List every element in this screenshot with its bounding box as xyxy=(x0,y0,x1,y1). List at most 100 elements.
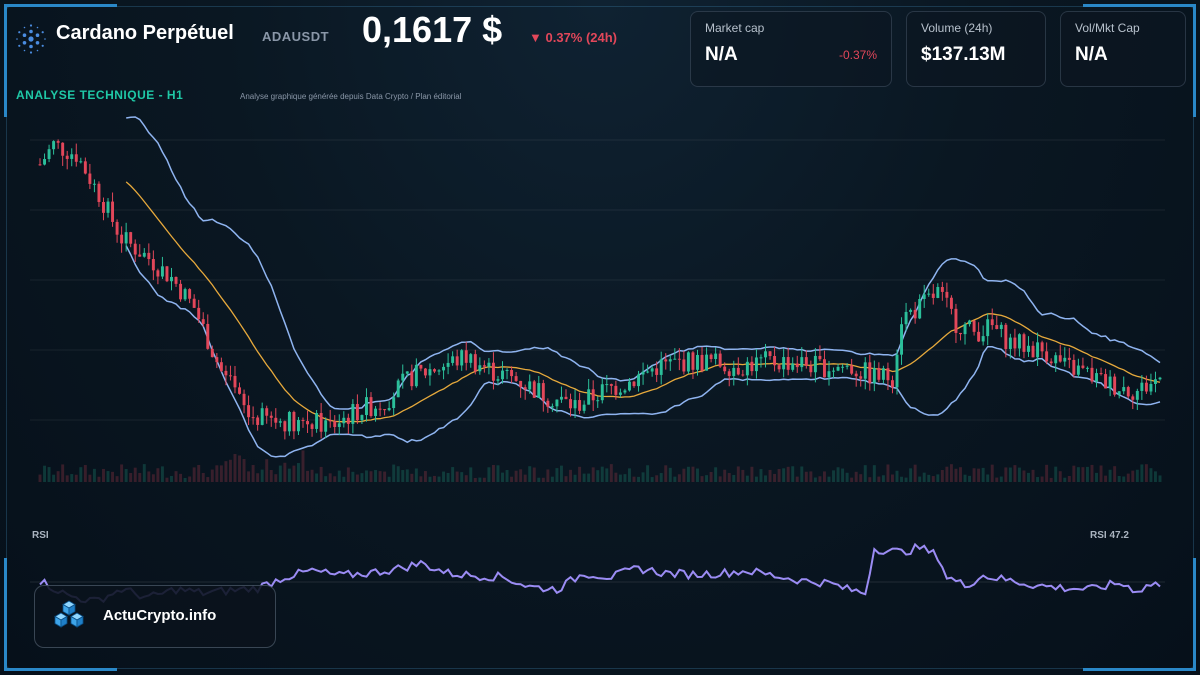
volume-bar xyxy=(47,467,51,482)
candle-body xyxy=(1081,365,1085,368)
candle-body xyxy=(115,221,119,235)
candle-body xyxy=(392,397,396,409)
candle-body xyxy=(138,254,142,257)
volume-bar xyxy=(138,472,142,482)
candle-body xyxy=(723,366,727,372)
volume-bar xyxy=(1149,468,1153,482)
candle-body xyxy=(410,371,414,387)
volume-bar xyxy=(478,477,482,482)
brand-badge[interactable]: ActuCrypto.info xyxy=(34,585,276,648)
volume-bar xyxy=(437,476,441,482)
volume-bar xyxy=(768,469,772,482)
volume-bar xyxy=(931,476,935,482)
candlesticks xyxy=(38,139,1162,440)
volume-bar xyxy=(741,469,745,482)
volume-bar xyxy=(355,474,359,482)
candle-body xyxy=(764,351,767,358)
volume-bar xyxy=(845,472,849,482)
volume-bar xyxy=(900,476,904,482)
stat-value: $137.13M xyxy=(921,44,1006,65)
candle-body xyxy=(963,324,967,335)
volume-bar xyxy=(1008,467,1012,482)
volume-bar xyxy=(233,453,237,482)
volume-bar xyxy=(88,474,92,482)
volume-bar xyxy=(365,470,368,482)
candle-body xyxy=(423,368,427,376)
candle-body xyxy=(129,232,133,244)
candle-body xyxy=(528,381,532,390)
stat-card-vol-mkt-cap: Vol/Mkt Cap N/A xyxy=(1060,11,1186,87)
volume-bar xyxy=(718,476,722,482)
candle-body xyxy=(142,252,146,257)
volume-bar xyxy=(460,472,464,482)
stat-change: -0.37% xyxy=(838,48,877,62)
volume-bar xyxy=(686,466,690,482)
candle-body xyxy=(310,424,314,429)
candle-body xyxy=(736,367,740,375)
volume-bar xyxy=(387,476,391,482)
candle-body xyxy=(605,384,609,386)
candle-body xyxy=(179,283,183,300)
candle-body xyxy=(646,371,650,373)
volume-bar xyxy=(550,476,554,482)
volume-bar xyxy=(242,459,246,482)
stat-value: N/A xyxy=(705,44,738,65)
candle-body xyxy=(836,366,840,371)
volume-bar xyxy=(795,476,799,482)
candle-body xyxy=(405,371,409,374)
volume-bar xyxy=(990,464,994,482)
volume-bar xyxy=(419,476,423,482)
coin-symbol: ADAUSDT xyxy=(262,29,330,44)
volume-bar xyxy=(972,468,976,482)
volume-bar xyxy=(949,464,953,482)
candle-body xyxy=(351,404,355,424)
volume-bar xyxy=(52,474,56,482)
candle-body xyxy=(859,376,863,379)
volume-bar xyxy=(963,474,967,482)
volume-bar xyxy=(999,476,1003,482)
candle-body xyxy=(464,350,468,363)
candle-body xyxy=(1149,383,1153,392)
candle-body xyxy=(165,266,169,282)
candle-body xyxy=(238,387,241,394)
volume-bar xyxy=(650,477,654,482)
volume-bar xyxy=(1063,477,1067,482)
candle-body xyxy=(705,354,709,371)
volume-bar xyxy=(501,472,504,482)
volume-bar xyxy=(487,467,491,482)
volume-bar xyxy=(696,468,699,482)
volume-bar xyxy=(646,465,650,482)
volume-bar xyxy=(655,475,659,482)
candle-body xyxy=(1027,345,1030,352)
volume-bar xyxy=(632,476,636,482)
candle-body xyxy=(383,409,387,411)
volume-bar xyxy=(559,465,563,482)
volume-bar xyxy=(333,476,337,482)
volume-bar xyxy=(745,475,749,482)
candle-body xyxy=(827,371,831,378)
candle-body xyxy=(455,356,459,366)
volume-bar xyxy=(210,469,214,482)
candle-body xyxy=(38,164,42,166)
volume-bar xyxy=(927,474,931,482)
volume-bar xyxy=(959,467,962,482)
volume-bar xyxy=(569,469,572,482)
volume-bar xyxy=(360,473,364,482)
candle-body xyxy=(1036,342,1040,358)
candle-body xyxy=(891,380,894,388)
volume-bar xyxy=(301,450,305,482)
candle-body xyxy=(818,355,822,360)
candle-body xyxy=(913,309,917,319)
volume-bar xyxy=(1067,475,1071,482)
candle-body xyxy=(832,370,835,372)
candle-body xyxy=(111,201,115,222)
candle-body xyxy=(555,399,559,407)
volume-bar xyxy=(791,466,795,482)
volume-bar xyxy=(691,466,695,482)
stat-label: Market cap xyxy=(705,21,765,35)
volume-bar xyxy=(732,474,736,482)
candle-body xyxy=(1063,357,1067,362)
volume-bar xyxy=(514,470,518,482)
candle-body xyxy=(192,298,196,308)
candle-body xyxy=(133,243,137,255)
